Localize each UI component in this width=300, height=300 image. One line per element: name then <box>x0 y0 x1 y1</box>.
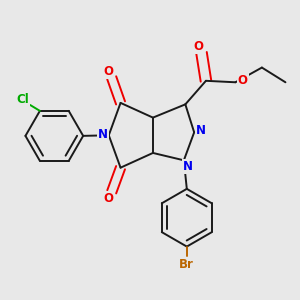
Text: O: O <box>104 65 114 78</box>
Text: N: N <box>98 128 108 141</box>
Text: N: N <box>183 160 193 173</box>
Text: Br: Br <box>179 258 194 271</box>
Text: O: O <box>194 40 204 53</box>
Text: N: N <box>196 124 206 137</box>
Text: O: O <box>238 74 248 87</box>
Text: Cl: Cl <box>16 93 29 106</box>
Text: O: O <box>104 192 114 205</box>
